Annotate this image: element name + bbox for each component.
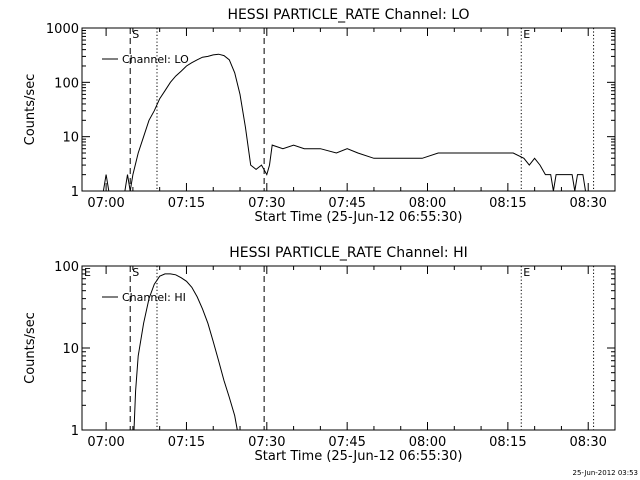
chart-title: HESSI PARTICLE_RATE Channel: LO [227,7,469,23]
x-tick-label: 08:00 [409,196,446,211]
plot-frame [81,27,616,192]
y-tick-label: 100 [54,76,79,91]
x-tick-label: 07:30 [248,435,285,450]
marker-label: S [132,28,139,41]
x-tick-label: 08:00 [409,435,446,450]
legend-label: Channel: LO [122,53,189,66]
y-tick-label: 10 [62,131,79,146]
x-tick-label: 07:45 [328,196,365,211]
y-tick-label: 1 [71,185,79,200]
y-tick-label: 100 [54,260,79,275]
corner-label: E [84,266,91,279]
marker-label: E [523,266,530,279]
marker-label: S [132,266,139,279]
x-tick-label: 07:45 [328,435,365,450]
x-tick-label: 07:00 [87,196,124,211]
x-tick-label: 08:15 [489,196,526,211]
y-tick-label: 10 [62,342,79,357]
x-tick-label: 08:15 [489,435,526,450]
x-axis-label: Start Time (25-Jun-12 06:55:30) [255,210,463,225]
y-axis-label: Counts/sec [23,74,38,146]
x-axis-label: Start Time (25-Jun-12 06:55:30) [255,449,463,464]
x-tick-label: 07:15 [168,196,205,211]
x-tick-label: 08:30 [569,435,606,450]
legend-label: Channel: HI [122,291,186,304]
footer-timestamp: 25-Jun-2012 03:53 [573,469,639,477]
x-tick-label: 07:30 [248,196,285,211]
chart-title: HESSI PARTICLE_RATE Channel: HI [229,245,467,261]
y-tick-label: 1 [71,424,79,439]
x-tick-label: 07:00 [87,435,124,450]
series-line [102,53,586,192]
panel-lo: HESSI PARTICLE_RATE Channel: LO 1 10 100 100… [23,7,616,225]
panel-hi: HESSI PARTICLE_RATE Channel: HI 1 10 100 Cou… [23,245,616,464]
x-tick-label: 08:30 [569,196,606,211]
x-tick-label: 07:15 [168,435,205,450]
marker-label: E [523,28,530,41]
y-tick-label: 1000 [46,22,79,37]
series-line [133,273,238,431]
y-axis-label: Counts/sec [23,312,38,384]
